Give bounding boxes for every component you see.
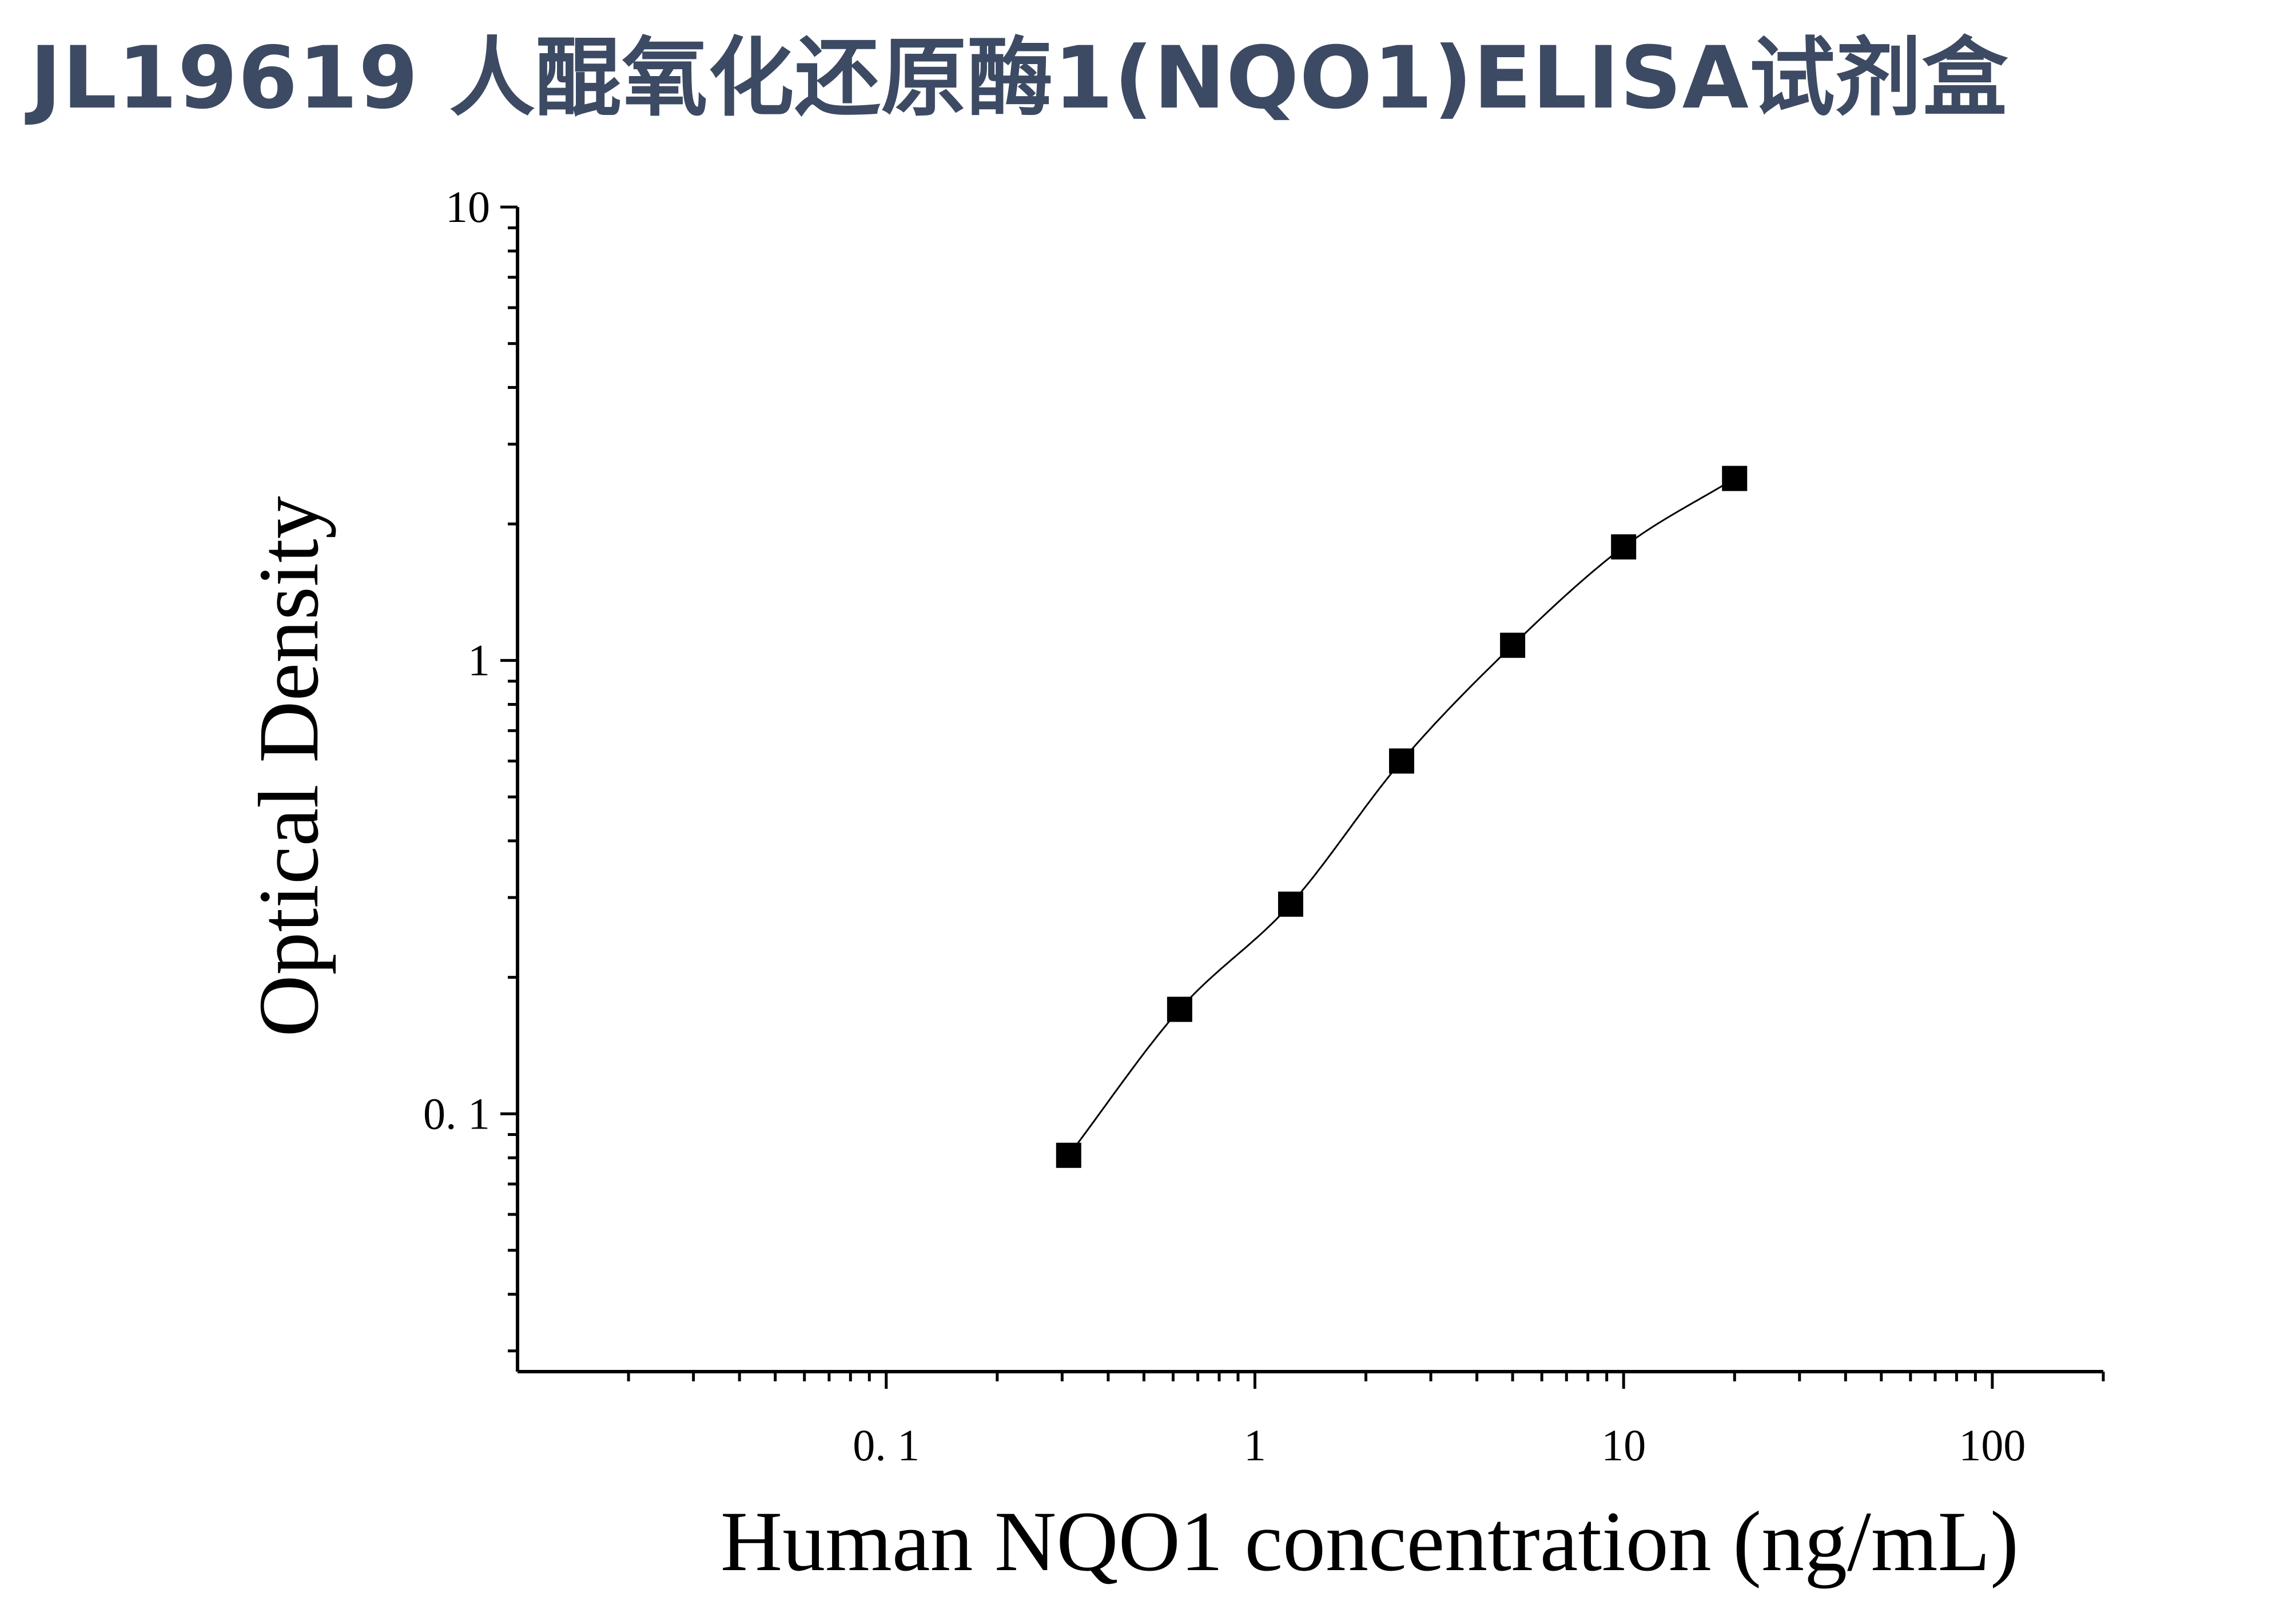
fit-curve — [1068, 478, 1736, 1156]
y-tick-label: 1 — [468, 635, 490, 685]
data-point — [1611, 534, 1637, 560]
y-tick-label: 0. 1 — [423, 1088, 490, 1138]
x-tick-label: 0. 1 — [853, 1420, 920, 1470]
page-title: JL19619 人醌氧化还原酶1(NQO1)ELISA试剂盒 — [30, 29, 2008, 128]
x-axis-title: Human NQO1 concentration (ng/mL) — [721, 1494, 2019, 1589]
data-point — [1056, 1142, 1081, 1168]
y-axis-title: Optical Density — [241, 496, 336, 1037]
fit-curve-layer — [1068, 478, 1736, 1156]
y-tick-label: 10 — [445, 182, 490, 232]
data-point — [1722, 466, 1748, 491]
x-tick-label: 100 — [1959, 1420, 2026, 1470]
x-tick-label: 10 — [1601, 1420, 1646, 1470]
data-point — [1500, 633, 1526, 658]
data-point — [1167, 996, 1192, 1022]
data-point — [1389, 748, 1415, 774]
x-tick-label: 1 — [1244, 1420, 1266, 1470]
data-points — [1056, 466, 1748, 1168]
axes: 0. 1 1 10 100 0. 1 1 10 — [423, 182, 2105, 1470]
data-point — [1278, 891, 1303, 917]
